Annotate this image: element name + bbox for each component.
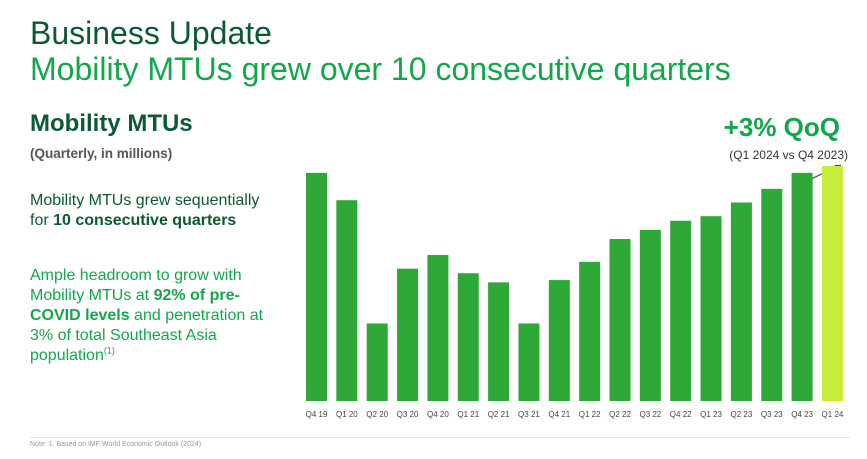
x-tick-label: Q2 20	[366, 410, 388, 419]
bar-q4-21	[548, 280, 570, 401]
x-tick-label: Q2 21	[488, 410, 510, 419]
bar-q1-22	[579, 261, 601, 401]
x-tick-label: Q4 23	[791, 410, 813, 419]
bar-q4-20	[427, 254, 449, 401]
growth-highlight: 10 consecutive quarters	[53, 212, 237, 229]
headroom-text-c: and penetration at 3% of total Southeast…	[30, 307, 264, 364]
x-tick-label: Q4 20	[427, 410, 449, 419]
bar-q4-19	[306, 172, 327, 401]
bar-group	[306, 166, 843, 401]
bar-q2-20	[366, 323, 388, 401]
x-tick-label: Q3 20	[397, 410, 419, 419]
bar-q3-23	[761, 188, 783, 401]
x-tick-label: Q1 24	[822, 410, 844, 419]
headroom-highlight: 92% of pre-COVID levels	[30, 287, 240, 324]
x-tick-label: Q4 21	[548, 410, 570, 419]
bar-q1-20	[336, 200, 358, 401]
tick-label-group: Q4 19 Q1 20 Q2 20 Q3 20 Q4 20 Q1 21 Q2 21 Q3 21…	[306, 410, 844, 419]
bar-q3-20	[397, 268, 419, 401]
page-subtitle: Mobility MTUs grew over 10 consecutive q…	[30, 51, 731, 87]
bar-q4-22	[670, 220, 692, 401]
x-tick-label: Q1 22	[579, 410, 601, 419]
x-tick-label: Q1 21	[457, 410, 479, 419]
bar-q1-24	[821, 166, 843, 401]
qoq-callout: +3% QoQ	[723, 112, 840, 142]
headroom-paragraph: Ample headroom to grow with Mobility MTU…	[30, 266, 290, 366]
bar-q3-21	[518, 323, 540, 401]
bar-q4-23	[791, 172, 813, 401]
growth-paragraph: Mobility MTUs grew sequentially for 10 c…	[30, 191, 280, 231]
footnote-ref: (1)	[103, 345, 115, 356]
qoq-note: (Q1 2024 vs Q4 2023)	[729, 148, 848, 162]
section-subheading: (Quarterly, in millions)	[30, 146, 173, 161]
x-tick-label: Q1 20	[336, 410, 358, 419]
bar-q2-21	[488, 282, 510, 401]
bar-q2-22	[609, 239, 631, 401]
x-tick-label: Q3 21	[518, 410, 540, 419]
bar-q2-23	[730, 202, 752, 401]
x-tick-label: Q3 23	[761, 410, 783, 419]
footer-divider	[30, 437, 850, 438]
x-tick-label: Q2 22	[609, 410, 631, 419]
x-tick-label: Q4 19	[306, 410, 328, 419]
bar-q3-22	[639, 229, 661, 401]
footnote: Note: 1. Based on IMF World Economic Out…	[30, 441, 202, 448]
x-tick-label: Q2 23	[731, 410, 753, 419]
section-heading: Mobility MTUs	[30, 110, 193, 137]
x-tick-label: Q4 22	[670, 410, 692, 419]
page-title: Business Update	[30, 15, 272, 51]
growth-text: Mobility MTUs grew sequentially for	[30, 192, 260, 229]
bar-q1-23	[700, 216, 722, 401]
bar-q1-21	[457, 273, 479, 401]
x-tick-label: Q1 23	[700, 410, 722, 419]
headroom-text-a: Ample headroom to grow with Mobility MTU…	[30, 267, 242, 304]
x-tick-label: Q3 22	[639, 410, 661, 419]
